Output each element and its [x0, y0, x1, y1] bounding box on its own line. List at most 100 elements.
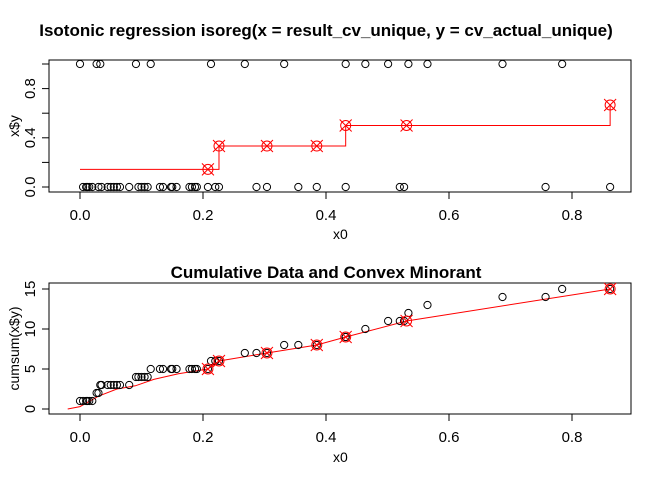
data-point: [78, 182, 88, 192]
data-point: [214, 182, 224, 192]
fitted-point-cross: [603, 98, 617, 112]
data-point: [134, 372, 143, 382]
data-point: [558, 59, 567, 69]
data-point: [115, 182, 125, 192]
data-point: [341, 332, 350, 342]
data-point: [109, 182, 118, 192]
data-point: [106, 380, 115, 390]
data-point: [158, 364, 168, 374]
x-tick-label: 0.6: [439, 429, 460, 446]
y-axis-label: x$y: [6, 115, 22, 137]
fitted-point-circle: [401, 315, 413, 327]
data-point: [140, 372, 149, 382]
y-tick-label: 5: [22, 365, 39, 373]
fit-step-line: [80, 104, 611, 170]
fitted-point-circle: [202, 363, 214, 375]
data-point: [384, 316, 393, 326]
data-point: [168, 364, 177, 374]
data-point: [203, 182, 213, 192]
data-point: [252, 182, 261, 192]
plot-box: [48, 282, 632, 415]
fitted-point-cross: [339, 119, 353, 132]
fitted-point-circle: [604, 99, 616, 111]
fitted-point-circle: [213, 355, 225, 367]
data-point: [252, 348, 261, 358]
data-point: [125, 182, 134, 192]
data-point: [203, 364, 213, 374]
data-point: [146, 364, 155, 374]
data-point: [88, 182, 97, 192]
x-tick-label: 0.2: [193, 207, 214, 224]
data-point: [158, 182, 168, 192]
data-point: [155, 182, 165, 192]
data-point: [140, 182, 149, 192]
data-point: [606, 182, 615, 192]
fitted-point-cross: [201, 362, 215, 376]
fitted-point-circle: [311, 140, 323, 152]
data-point: [131, 372, 141, 382]
data-point: [97, 380, 106, 390]
x-tick-label: 0.8: [562, 429, 583, 446]
fitted-point-cross: [603, 282, 617, 296]
fitted-point-cross: [310, 338, 324, 352]
data-point: [341, 59, 350, 69]
data-point: [404, 308, 413, 318]
x-tick-label: 0.0: [70, 429, 91, 446]
data-point: [214, 356, 224, 366]
data-point: [240, 59, 249, 69]
data-point: [423, 59, 432, 69]
fitted-point-cross: [212, 354, 226, 368]
data-point: [103, 380, 112, 390]
fitted-point-circle: [340, 120, 352, 131]
fitted-point-cross: [260, 139, 274, 153]
x-tick-label: 0.4: [316, 207, 337, 224]
data-point: [172, 364, 181, 374]
data-point: [137, 372, 146, 382]
data-point: [96, 59, 105, 69]
data-point: [294, 182, 303, 192]
panel-1: Isotonic regression isoreg(x = result_cv…: [6, 21, 632, 242]
data-point: [134, 182, 143, 192]
y-tick-label: 0: [22, 405, 39, 413]
y-tick-label: 10: [22, 321, 39, 338]
data-point: [172, 182, 181, 192]
data-point: [92, 59, 101, 69]
data-point: [75, 59, 85, 69]
chart-title: Cumulative Data and Convex Minorant: [171, 263, 482, 282]
data-point: [262, 182, 272, 192]
fitted-point-cross: [400, 314, 413, 328]
y-tick-label: 0.8: [22, 78, 39, 99]
fitted-point-cross: [310, 139, 324, 153]
data-point: [155, 364, 165, 374]
fitted-point-circle: [261, 140, 273, 152]
data-point: [312, 340, 321, 350]
data-point: [541, 182, 550, 192]
data-point: [106, 182, 115, 192]
y-tick-label: 0.0: [22, 177, 39, 198]
y-tick-label: 0.4: [22, 127, 39, 148]
data-point: [85, 182, 94, 192]
data-point: [606, 284, 615, 294]
data-point: [112, 380, 122, 390]
data-point: [206, 59, 216, 69]
data-point: [115, 380, 125, 390]
data-point: [400, 316, 409, 326]
data-point: [384, 59, 393, 69]
fitted-point-circle: [311, 339, 323, 351]
x-tick-label: 0.4: [316, 429, 337, 446]
data-point: [109, 380, 118, 390]
data-point: [131, 59, 141, 69]
data-point: [262, 348, 272, 358]
data-point: [395, 182, 404, 192]
fitted-point-cross: [339, 330, 353, 344]
data-point: [361, 59, 370, 69]
data-point: [103, 182, 112, 192]
fitted-point-cross: [260, 346, 274, 360]
data-point: [294, 340, 303, 350]
data-point: [312, 182, 321, 192]
data-point: [498, 292, 507, 302]
fitted-point-circle: [340, 331, 352, 343]
x-tick-label: 0.8: [562, 207, 583, 224]
data-point: [280, 59, 289, 69]
fitted-point-circle: [213, 140, 225, 152]
